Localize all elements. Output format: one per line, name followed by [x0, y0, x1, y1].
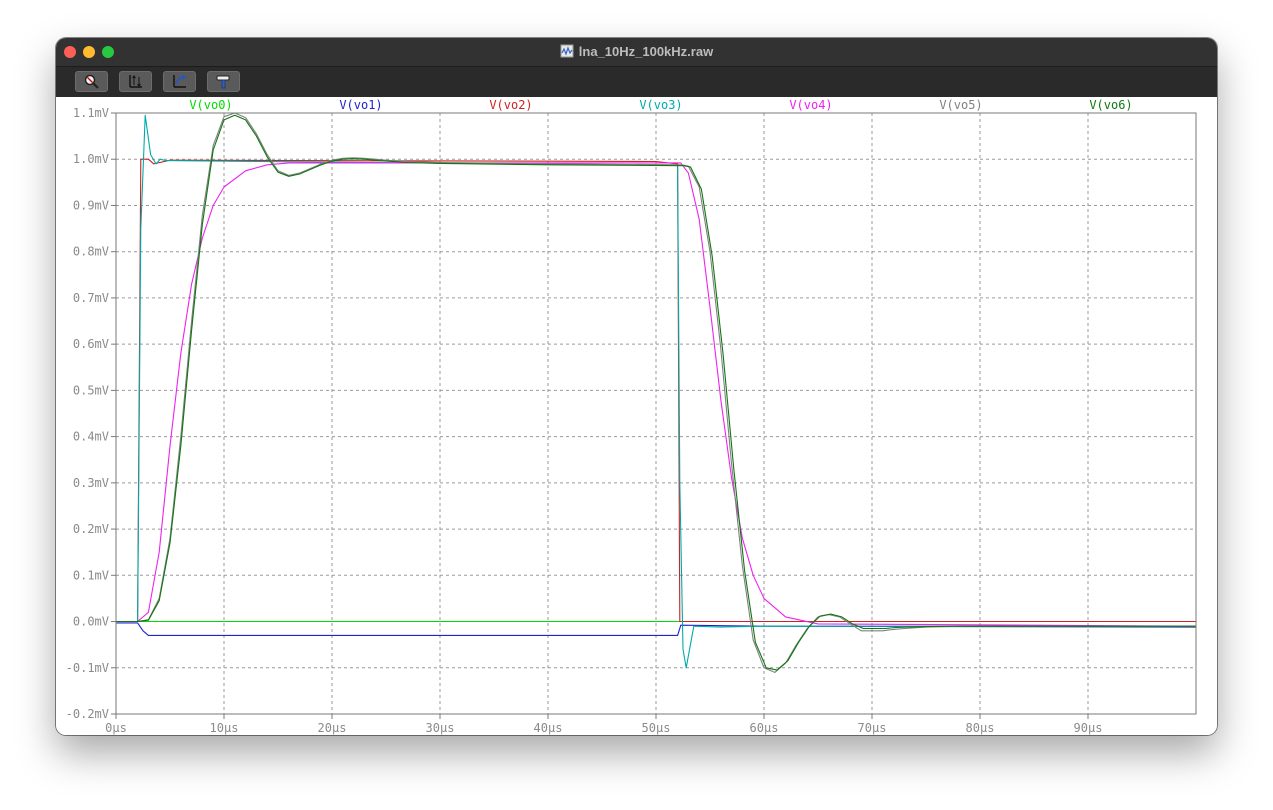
y-tick-label: 0.6mV: [73, 337, 109, 351]
y-tick-label: 0.8mV: [73, 245, 109, 259]
window-title: lna_10Hz_100kHz.raw: [578, 44, 714, 59]
legend-entry-vvo0[interactable]: V(vo0): [189, 98, 232, 112]
legend-entry-vvo6[interactable]: V(vo6): [1089, 98, 1132, 112]
x-tick-label: 0µs: [105, 721, 127, 735]
x-tick-label: 80µs: [966, 721, 995, 735]
magnifier-icon: [84, 74, 99, 89]
plot-area[interactable]: 1.1mV 1.0mV 0.9mV 0.8mV 0.7mV 0.6mV 0.5mV 0.4mV…: [56, 97, 1217, 735]
y-tick-label: -0.2mV: [66, 707, 109, 721]
y-tick-label: 0.9mV: [73, 198, 109, 212]
minimize-window-button[interactable]: [83, 46, 95, 58]
y-tick-label: 0.0mV: [73, 615, 109, 629]
legend-entry-vvo2[interactable]: V(vo2): [489, 98, 532, 112]
window-title-area: lna_10Hz_100kHz.raw: [56, 38, 1217, 66]
x-tick-label: 50µs: [642, 721, 671, 735]
x-tick-label: 20µs: [318, 721, 347, 735]
y-tick-label: 0.2mV: [73, 522, 109, 536]
autorange-icon: [129, 75, 142, 88]
y-tick-label: 1.0mV: [73, 152, 109, 166]
toolbar: [56, 67, 1217, 97]
title-bar[interactable]: lna_10Hz_100kHz.raw: [56, 38, 1217, 67]
x-tick-label: 10µs: [210, 721, 239, 735]
waveform-chart[interactable]: 1.1mV 1.0mV 0.9mV 0.8mV 0.7mV 0.6mV 0.5mV 0.4mV…: [56, 97, 1217, 735]
y-tick-label: 0.5mV: [73, 383, 109, 397]
y-tick-label: 0.4mV: [73, 430, 109, 444]
y-tick-label: 0.7mV: [73, 291, 109, 305]
y-tick-label: -0.1mV: [66, 661, 109, 675]
x-tick-label: 70µs: [858, 721, 887, 735]
trace-vvo4[interactable]: [116, 162, 1197, 627]
plot-frame: [115, 112, 1197, 715]
x-tick-label: 90µs: [1074, 721, 1103, 735]
trace-vvo1[interactable]: [116, 622, 1197, 636]
cursor-tool-button[interactable]: [163, 71, 196, 92]
trace-vvo5[interactable]: [116, 112, 1196, 673]
cursor-icon: [173, 74, 186, 88]
zoom-tool-button[interactable]: [75, 71, 108, 92]
legend-entry-vvo5[interactable]: V(vo5): [939, 98, 982, 112]
legend-entry-vvo1[interactable]: V(vo1): [339, 98, 382, 112]
y-tick-label: 1.1mV: [73, 106, 109, 120]
y-tick-label: 0.3mV: [73, 476, 109, 490]
zoom-window-button[interactable]: [102, 46, 114, 58]
x-tick-label: 60µs: [750, 721, 779, 735]
x-tick-label: 40µs: [534, 721, 563, 735]
settings-tool-button[interactable]: [207, 71, 240, 92]
close-window-button[interactable]: [64, 46, 76, 58]
hammer-icon: [216, 75, 230, 89]
legend-entry-vvo3[interactable]: V(vo3): [639, 98, 682, 112]
y-tick-label: 0.1mV: [73, 568, 109, 582]
x-tick-label: 30µs: [426, 721, 455, 735]
waveform-document-icon: [560, 44, 574, 58]
waveform-viewer-window: lna_10Hz_100kHz.raw: [56, 38, 1217, 735]
trace-vvo6[interactable]: [116, 114, 1196, 671]
legend-entry-vvo4[interactable]: V(vo4): [789, 98, 832, 112]
autorange-tool-button[interactable]: [119, 71, 152, 92]
